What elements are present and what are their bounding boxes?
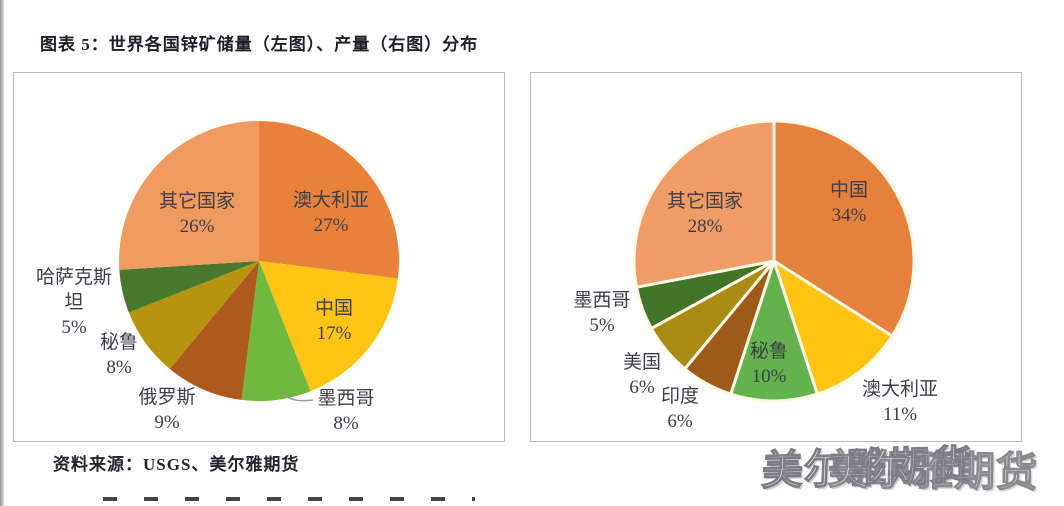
pie-label-name: 印度 [660, 386, 699, 407]
pie-label-percent: 10% [751, 366, 787, 387]
pie-label: 中国 17% [289, 296, 379, 346]
pie-label-name: 秘鲁 [749, 341, 788, 362]
pie-label-percent: 26% [179, 216, 215, 237]
pie-slice-reserves-4 [128, 261, 259, 369]
figure-title: 图表 5：世界各国锌矿储量（左图）、产量（右图）分布 [40, 35, 479, 54]
pie-label: 秘鲁 8% [74, 330, 164, 380]
pie-label: 美国 6% [597, 350, 687, 400]
source-line: 资料来源：USGS、美尔雅期货 [53, 455, 300, 474]
pie-label: 印度 6% [635, 384, 725, 434]
production-pie-svg [632, 119, 916, 403]
reserves-pie-panel: 澳大利亚 27% 中国 17% 墨西哥 8% 俄罗斯 9% 秘鲁 8% 哈萨克斯坦 5% 其它国家 26% [13, 72, 505, 442]
pie-label: 秘鲁 10% [724, 339, 814, 389]
pie-label-name: 澳大利亚 [292, 190, 369, 211]
pie-label-name: 俄罗斯 [138, 387, 196, 408]
pie-label-name: 墨西哥 [573, 290, 631, 311]
production-pie-panel: 中国 34% 澳大利亚 11% 秘鲁 10% 印度 6% 美国 6% 墨西哥 5% 其它国家 28% [530, 72, 1022, 442]
pie-slice-production-2 [729, 259, 819, 403]
pie-label-name: 中国 [314, 298, 353, 319]
pie-slice-reserves-2 [241, 261, 311, 402]
pie-label-percent: 6% [629, 377, 655, 398]
pie-label-name: 秘鲁 [99, 332, 138, 353]
pie-label-percent: 27% [313, 215, 349, 236]
pie-label-percent: 17% [316, 323, 352, 344]
pie-label: 其它国家 26% [142, 189, 252, 239]
pie-label-percent: 28% [687, 216, 723, 237]
pie-label: 其它国家 28% [650, 189, 760, 239]
pie-label-percent: 8% [333, 413, 359, 434]
pie-slice-reserves-0 [259, 121, 399, 279]
pie-slice-reserves-3 [169, 261, 259, 400]
pie-label-percent: 34% [831, 205, 867, 226]
pie-label: 墨西哥 8% [298, 386, 394, 436]
pie-label: 澳大利亚 11% [845, 377, 955, 427]
pie-label-name: 墨西哥 [317, 388, 375, 409]
pie-label-percent: 11% [882, 404, 918, 425]
leader-line [281, 392, 314, 402]
pie-label: 俄罗斯 9% [119, 385, 215, 435]
pie-slice-reserves-6 [119, 121, 259, 270]
pie-label: 中国 34% [804, 178, 894, 228]
pie-label-name: 美国 [622, 352, 661, 373]
page-left-edge [0, 0, 4, 506]
pie-label-name: 其它国家 [158, 191, 235, 212]
pie-label-name: 其它国家 [666, 191, 743, 212]
pie-label: 墨西哥 5% [554, 288, 650, 338]
pie-label-name: 澳大利亚 [861, 379, 938, 400]
pie-label-percent: 9% [154, 412, 180, 433]
pie-slice-production-1 [772, 259, 894, 396]
reserves-pie-svg [119, 121, 399, 402]
pie-label-percent: 8% [106, 357, 132, 378]
pie-label-percent: 5% [61, 317, 87, 338]
pie-label-name: 中国 [829, 180, 868, 201]
cropped-next-caption-top [103, 497, 475, 501]
watermark-text-echo: 美尔雅期货 [827, 446, 1039, 496]
pie-label: 哈萨克斯坦 5% [31, 265, 117, 340]
pie-slice-reserves-1 [259, 261, 398, 392]
pie-label-name: 哈萨克斯坦 [35, 267, 112, 313]
pie-label-percent: 6% [667, 411, 693, 432]
pie-slice-production-6 [632, 119, 776, 289]
pie-label-percent: 5% [589, 315, 615, 336]
pie-label: 澳大利亚 27% [276, 188, 386, 238]
pie-slice-reserves-5 [119, 261, 259, 313]
